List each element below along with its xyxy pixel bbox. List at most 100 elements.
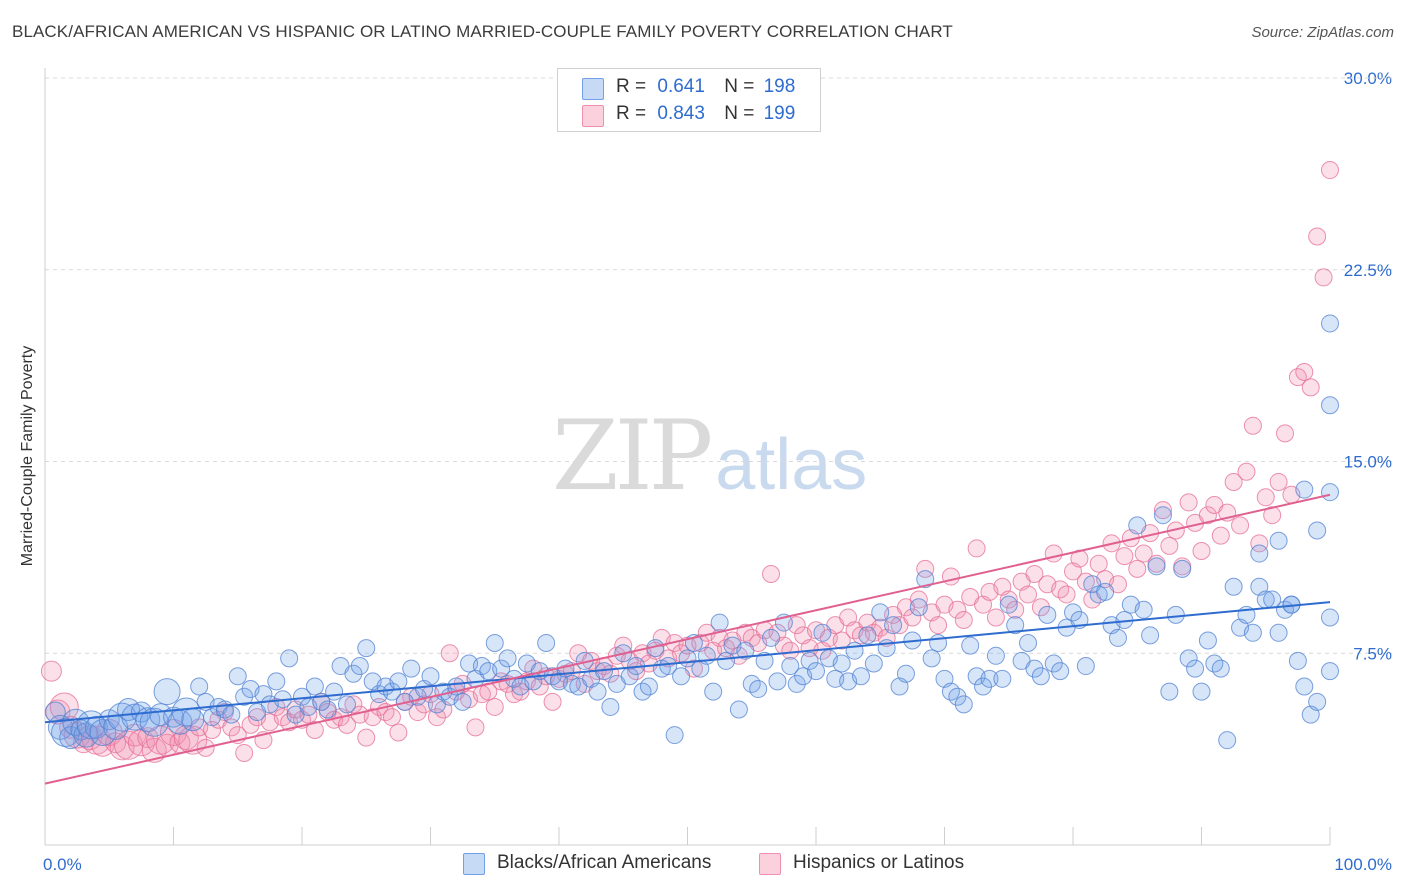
point-blue <box>1166 605 1185 624</box>
point-pink <box>466 718 485 737</box>
point-pink <box>1192 541 1211 560</box>
point-blue <box>1096 582 1115 601</box>
point-blue <box>267 672 286 691</box>
point-blue <box>337 695 356 714</box>
legend-n-value: 199 <box>763 103 796 124</box>
legend-stats-blue: R = 0.641 N = 198 <box>616 76 795 98</box>
point-blue <box>149 703 173 727</box>
point-pink <box>305 720 324 739</box>
point-blue <box>389 672 408 691</box>
point-blue <box>1160 682 1179 701</box>
point-pink <box>903 608 922 627</box>
point-blue <box>961 636 980 655</box>
point-blue <box>1192 682 1211 701</box>
chart-title: BLACK/AFRICAN AMERICAN VS HISPANIC OR LA… <box>12 22 953 41</box>
point-blue <box>659 657 678 676</box>
point-pink <box>1179 493 1198 512</box>
point-blue <box>909 598 928 617</box>
point-blue <box>768 672 787 691</box>
point-pink <box>141 737 167 763</box>
point-blue <box>59 726 83 750</box>
point-pink <box>1263 506 1282 525</box>
point-pink <box>929 616 948 635</box>
point-blue <box>787 674 806 693</box>
point-blue <box>153 678 181 706</box>
point-pink <box>1231 516 1250 535</box>
legend-r-value: 0.641 <box>657 76 705 97</box>
point-pink <box>1224 472 1243 491</box>
point-blue <box>1173 559 1192 578</box>
point-blue <box>1295 480 1314 499</box>
point-pink <box>1314 268 1333 287</box>
point-blue <box>736 641 755 660</box>
point-pink <box>909 590 928 609</box>
point-blue <box>1308 692 1327 711</box>
point-pink <box>1256 488 1275 507</box>
y-tick-label: 22.5% <box>1344 261 1392 280</box>
point-blue <box>1295 677 1314 696</box>
point-blue <box>832 654 851 673</box>
point-pink <box>1321 161 1339 180</box>
bottom-legend-swatch-blue <box>463 853 485 875</box>
watermark-atlas: atlas <box>715 425 868 505</box>
point-blue <box>402 659 421 678</box>
point-blue <box>1288 651 1307 670</box>
point-blue <box>845 641 864 660</box>
point-blue <box>813 623 832 642</box>
point-blue <box>228 667 247 686</box>
point-blue <box>858 626 877 645</box>
point-blue <box>1019 634 1038 653</box>
point-blue <box>999 595 1018 614</box>
point-blue <box>851 667 870 686</box>
point-pink <box>1237 462 1256 481</box>
point-blue <box>89 719 117 747</box>
point-pink <box>1198 506 1217 525</box>
point-pink <box>382 708 401 727</box>
legend-n-label: N = <box>724 103 755 124</box>
point-pink <box>357 728 376 747</box>
y-tick-label: 7.5% <box>1353 644 1392 663</box>
point-pink <box>941 567 960 586</box>
point-blue <box>929 634 948 653</box>
point-pink <box>1276 424 1295 443</box>
point-pink <box>485 697 504 716</box>
point-blue <box>190 677 209 696</box>
point-pink <box>1025 564 1044 583</box>
point-pink <box>954 611 973 630</box>
point-blue <box>871 603 890 622</box>
point-blue <box>1218 731 1237 750</box>
point-pink <box>832 631 851 650</box>
bottom-legend-label-pink: Hispanics or Latinos <box>793 852 965 873</box>
point-blue <box>492 659 511 678</box>
point-blue <box>1243 623 1262 642</box>
point-blue <box>421 667 440 686</box>
point-pink <box>1128 559 1147 578</box>
point-blue <box>948 687 967 706</box>
legend-r-label: R = <box>616 76 647 97</box>
point-blue <box>1321 396 1339 415</box>
point-blue <box>1321 662 1339 681</box>
point-blue <box>453 692 472 711</box>
point-pink <box>1295 363 1314 382</box>
point-blue <box>84 715 108 739</box>
point-pink <box>986 608 1005 627</box>
point-pink <box>427 708 446 727</box>
point-pink <box>299 705 318 724</box>
point-blue <box>1250 544 1269 563</box>
point-blue <box>762 628 781 647</box>
legend-n-value: 198 <box>763 76 796 97</box>
watermark: ZIPatlas <box>552 400 867 512</box>
point-pink <box>1057 585 1076 604</box>
point-blue <box>864 654 883 673</box>
point-pink <box>1160 536 1179 555</box>
point-blue <box>1186 659 1205 678</box>
bottom-legend-swatch-pink <box>759 853 781 875</box>
point-blue <box>350 657 369 676</box>
source-label: Source: ZipAtlas.com <box>1251 24 1394 41</box>
legend-n-label: N = <box>724 76 755 97</box>
point-pink <box>440 644 459 663</box>
y-axis-title: Married-Couple Family Poverty <box>19 345 36 567</box>
point-pink <box>203 720 222 739</box>
point-blue <box>1038 605 1057 624</box>
point-blue <box>1108 628 1127 647</box>
